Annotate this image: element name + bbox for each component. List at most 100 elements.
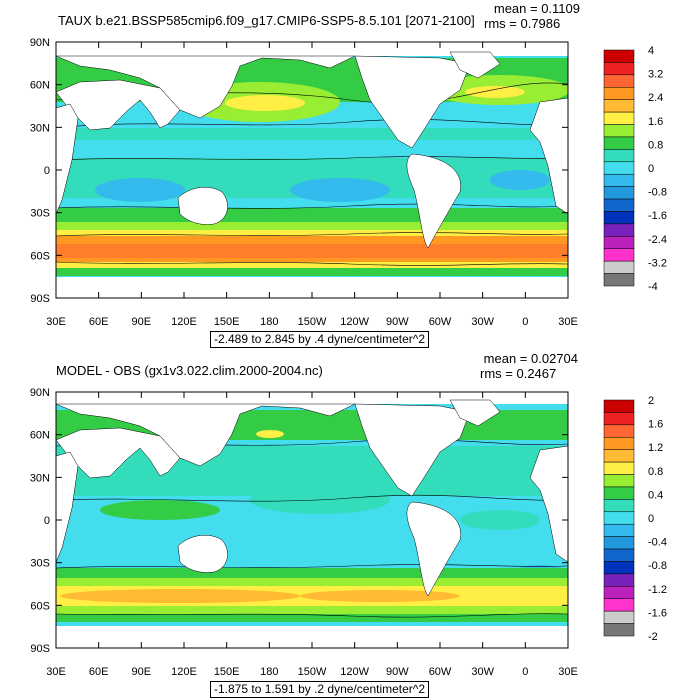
panel-1-frame [55,41,569,299]
panel-1-mean: mean = 0.1109 [493,1,580,16]
colorbar-label: 1.6 [648,419,663,431]
panel-1-colorbar: 4 3.2 2.4 1.6 0.8 0 -0.8 -1.6 -2.4 -3.2 -4 [603,45,667,293]
colorbar-swatch [603,561,635,575]
lon-label: 60E [89,316,109,328]
colorbar-swatch [603,248,635,262]
panel-2: MODEL - OBS (gx1v3.022.clim.2000-2004.nc… [0,350,700,700]
panel-2-field [56,392,568,648]
panel-2-title: MODEL - OBS (gx1v3.022.clim.2000-2004.nc… [56,363,323,378]
panel-2-map: 90N 60N 30N 0 30S 60S 90S 30E 60E 90E 120E 150E 180… [30,387,667,678]
panel-2-colorbar: 2 1.6 1.2 0.8 0.4 0 -0.4 -0.8 -1.2 -1.6 -2 [603,395,667,643]
lon-label: 120W [340,666,369,678]
lon-label: 120W [340,316,369,328]
lon-label: 30E [46,666,66,678]
colorbar-swatch [603,273,635,287]
colorbar-label: 3.2 [648,69,663,81]
lat-label: 90N [30,37,50,49]
colorbar-swatch [603,111,635,125]
lat-label: 60N [30,80,50,92]
lon-label: 30W [471,666,494,678]
panel-1-lat-labels: 90N 60N 30N 0 30S 60S 90S [30,37,50,305]
lon-label: 150E [214,666,240,678]
panel-1-rms: rms = 0.7986 [484,16,561,31]
colorbar-swatch [603,623,635,637]
lon-label: 120E [171,316,197,328]
lat-label: 90S [30,293,50,305]
colorbar-label: -2.4 [648,234,667,246]
colorbar-swatch [603,486,635,500]
colorbar-label: 2.4 [648,92,663,104]
lon-label: 60W [429,666,452,678]
lat-label: 30S [30,558,50,570]
colorbar-swatch [603,536,635,550]
colorbar-label: -1.6 [648,210,667,222]
lat-label: 30S [30,208,50,220]
panel-1-range-box: -2.489 to 2.845 by .4 dyne/centimeter^2 [210,331,430,348]
colorbar-swatch [603,573,635,587]
panel-2-mean: mean = 0.02704 [483,351,578,366]
colorbar-swatch [603,186,635,200]
colorbar-swatch [603,449,635,463]
colorbar-swatch [603,62,635,76]
colorbar-swatch [603,136,635,150]
lat-label: 90N [30,387,50,399]
lat-label: 60N [30,430,50,442]
lon-label: 150E [214,316,240,328]
colorbar-swatch [603,474,635,488]
lon-label: 180 [260,666,278,678]
panel-2-range-box: -1.875 to 1.591 by .2 dyne/centimeter^2 [210,681,430,698]
lon-label: 90W [386,666,409,678]
lon-label: 90E [132,666,152,678]
colorbar-label: 1.2 [648,442,663,454]
colorbar-label: 0 [648,513,654,525]
lat-label: 0 [44,165,50,177]
panel-1-range-text: -2.489 to 2.845 by .4 dyne/centimeter^2 [214,332,426,346]
colorbar-swatch [603,161,635,175]
panel-1-ticks [55,41,569,299]
colorbar-swatch [603,211,635,225]
colorbar-swatch [603,99,635,113]
lon-label: 90E [132,316,152,328]
panel-1-field [56,42,568,298]
colorbar-swatch [603,586,635,599]
panel-2-ticks [55,391,569,649]
colorbar-swatch [603,548,635,562]
colorbar-swatch [603,523,635,537]
colorbar-swatch [603,149,635,163]
lon-label: 60E [89,666,109,678]
lon-label: 180 [260,316,278,328]
colorbar-swatch [603,424,635,438]
panel-1-lon-labels: 30E 60E 90E 120E 150E 180 150W 120W 90W 60W 30W 0 30… [46,316,578,328]
lat-label: 60S [30,250,50,262]
lat-label: 60S [30,600,50,612]
lat-label: 90S [30,643,50,655]
colorbar-label: -0.4 [648,537,667,549]
lon-label: 30E [558,666,578,678]
lon-label: 90W [386,316,409,328]
colorbar-swatch [603,499,635,513]
colorbar-swatch [603,412,635,426]
colorbar-swatch [603,198,635,212]
panel-2-range-text: -1.875 to 1.591 by .2 dyne/centimeter^2 [214,682,426,696]
colorbar-swatch [603,49,635,63]
colorbar-label: -4 [648,281,658,293]
lon-label: 60W [429,316,452,328]
colorbar-swatch [603,399,635,413]
colorbar-label: 4 [648,45,654,57]
panel-1: TAUX b.e21.BSSP585cmip6.f09_g17.CMIP6-SS… [30,1,667,348]
colorbar-label: 0 [648,163,654,175]
panel-1-title: TAUX b.e21.BSSP585cmip6.f09_g17.CMIP6-SS… [58,13,475,28]
colorbar-label: 0.4 [648,489,663,501]
lon-label: 0 [522,666,528,678]
lon-label: 0 [522,316,528,328]
lon-label: 150W [298,316,327,328]
colorbar-swatch [603,87,635,100]
lon-label: 30E [558,316,578,328]
land-masses-1 [56,51,568,298]
colorbar-label: 2 [648,395,654,407]
colorbar-label: -3.2 [648,257,667,269]
colorbar-label: -1.2 [648,584,667,596]
lat-label: 30N [30,122,50,134]
land-masses-2 [56,399,568,597]
colorbar-label: 1.6 [648,116,663,128]
